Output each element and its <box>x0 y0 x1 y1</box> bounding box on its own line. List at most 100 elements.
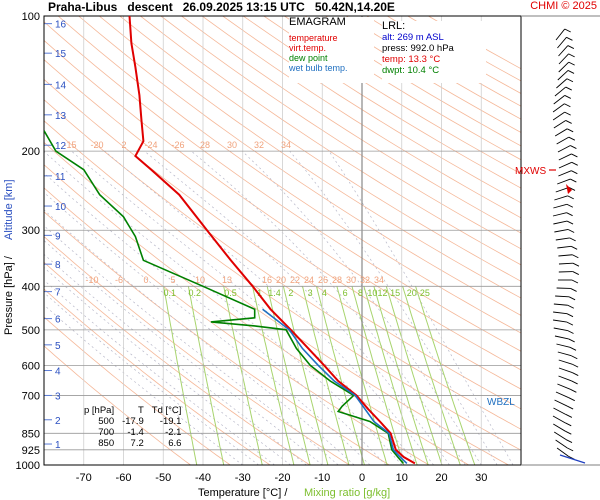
isotherm-label: 26 <box>318 275 328 285</box>
dry-adiabat <box>181 16 521 234</box>
wind-barb-feather <box>565 430 572 435</box>
wind-barb-feather <box>566 36 573 41</box>
isotherm-label: -15 <box>63 140 76 150</box>
sounding-mode: descent <box>127 0 173 14</box>
dry-adiabat <box>44 21 521 352</box>
wind-barb <box>558 161 572 169</box>
station-name: Praha-Libus <box>48 0 118 14</box>
dry-adiabat <box>201 16 521 219</box>
altitude-tick-label: 3 <box>55 391 61 402</box>
x-tick-label: -70 <box>76 472 92 484</box>
wind-barb-feather <box>568 136 576 141</box>
wind-barb <box>555 187 570 193</box>
altitude-tick-label: 5 <box>55 341 61 352</box>
isotherm-label: 24 <box>304 275 314 285</box>
wind-barb <box>558 375 572 382</box>
dry-adiabat <box>140 16 521 266</box>
wind-barb-feather <box>567 229 575 233</box>
wind-barb <box>557 70 569 81</box>
copyright: CHMI © 2025 <box>530 0 597 12</box>
wind-barb <box>552 212 567 217</box>
wind-barb-feather <box>566 220 574 225</box>
series-dew-point <box>44 130 404 464</box>
altitude-tick-label: 16 <box>55 20 67 31</box>
x-tick-label: -30 <box>235 472 251 484</box>
wind-barb-feather <box>570 288 577 292</box>
wind-barb <box>555 295 570 298</box>
table-header: p [hPa] <box>84 405 115 416</box>
pressure-tick-label: 400 <box>22 281 40 293</box>
wbzl-label: WBZL <box>487 397 515 408</box>
altitude-tick-label: 11 <box>55 172 66 183</box>
wind-barb-feather <box>565 414 573 418</box>
mixing-ratio-label: 6 <box>343 288 348 298</box>
mixing-ratio-line <box>282 286 329 465</box>
moist-adiabat <box>104 150 434 465</box>
moist-adiabat <box>44 267 291 465</box>
wind-barb <box>558 153 572 161</box>
wind-barb <box>553 407 567 415</box>
dry-adiabat <box>284 16 521 161</box>
table-cell: 700 <box>98 427 115 438</box>
wind-barb <box>553 203 567 209</box>
x-tick-label: -40 <box>195 472 211 484</box>
dry-adiabat <box>57 16 521 334</box>
wind-barb <box>558 53 569 65</box>
wind-barb-feather <box>567 304 575 309</box>
dry-adiabat <box>44 39 521 371</box>
wind-barb <box>558 359 573 365</box>
wind-barb-feather <box>572 262 580 267</box>
isotherm-label: 34 <box>281 140 291 150</box>
isotherm-label: 16 <box>262 275 272 285</box>
dry-adiabat <box>44 141 509 465</box>
mxws-barb <box>566 184 572 194</box>
x-axis-label-mixing: Mixing ratio [g/kg] <box>304 487 390 499</box>
isotherm-label: -26 <box>171 140 184 150</box>
wind-barb-feather <box>569 237 576 242</box>
wind-barb-feather <box>565 120 572 124</box>
legend-item: dew point <box>289 53 328 63</box>
dry-adiabat <box>44 78 521 410</box>
pressure-tick-label: 1000 <box>16 460 40 472</box>
wind-barb <box>558 61 569 73</box>
x-axis-label: Temperature [°C] / <box>198 487 288 499</box>
wind-barb-feather <box>571 153 578 158</box>
isotherm-label: 32 <box>254 140 264 150</box>
table-row: 700 -1.4 -2.1 <box>80 427 185 438</box>
wind-barb <box>557 178 571 185</box>
table-cell: 7.2 <box>130 438 144 449</box>
wind-barb-feather <box>568 397 575 402</box>
wind-barb-feather <box>570 245 578 250</box>
wind-barb-feather <box>571 363 579 368</box>
wind-barb <box>552 111 565 121</box>
moist-adiabat <box>44 304 244 465</box>
wind-barb <box>556 78 568 89</box>
table-cell: -2.1 <box>165 427 182 438</box>
wind-barb <box>554 195 568 201</box>
altitude-tick-label: 10 <box>55 202 67 213</box>
x-tick-label: 0 <box>359 472 365 484</box>
wind-barb <box>553 311 568 315</box>
sounding-datetime: 26.09.2025 13:15 UTC <box>182 0 305 14</box>
altitude-tick-label: 12 <box>55 141 67 152</box>
pressure-tick-label: 925 <box>22 445 40 457</box>
wind-barb-feather <box>570 145 577 149</box>
dry-adiabat <box>44 164 469 465</box>
profile-series <box>44 16 416 465</box>
isotherm-label: 0 <box>143 275 148 285</box>
table-row: 500 -17.9 -19.1 <box>80 416 185 427</box>
table-cell: -19.1 <box>159 416 182 427</box>
wind-barb-feather <box>572 254 579 259</box>
mixing-ratio-label: 15 <box>390 288 400 298</box>
pressure-tick-label: 850 <box>22 428 40 440</box>
wind-barb <box>553 120 566 129</box>
wind-barb-feather <box>566 405 574 410</box>
wind-barb <box>553 319 567 323</box>
wind-barb-feather <box>566 78 574 83</box>
mixing-ratio-label: 25 <box>420 288 430 298</box>
mixing-ratio-label: 0.2 <box>189 288 202 298</box>
isotherm-label: -24 <box>144 140 157 150</box>
mixing-ratio-label: 0.5 <box>224 288 237 298</box>
station-coords: 50.42N,14.20E <box>314 0 395 14</box>
mixing-ratio-line <box>402 286 461 465</box>
